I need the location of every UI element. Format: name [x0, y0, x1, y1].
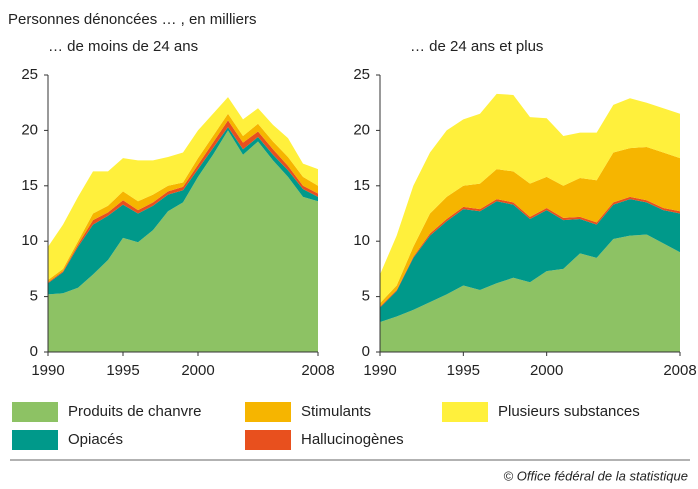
- y-tick-label: 25: [21, 66, 38, 83]
- legend-label: Hallucinogènes: [301, 431, 404, 448]
- panel-subtitle: … de 24 ans et plus: [410, 38, 543, 55]
- x-tick-label: 1990: [363, 362, 396, 379]
- y-tick-label: 15: [353, 177, 370, 194]
- y-tick-label: 20: [353, 121, 370, 138]
- y-tick-label: 15: [21, 177, 38, 194]
- area: [48, 130, 318, 352]
- area: [48, 97, 318, 280]
- area: [48, 127, 318, 295]
- legend-swatch: [442, 402, 488, 422]
- x-tick-label: 1995: [447, 362, 480, 379]
- source: © Office fédéral de la statistique: [504, 468, 688, 483]
- legend-swatch: [12, 402, 58, 422]
- y-tick-label: 25: [353, 66, 370, 83]
- legend-swatch: [12, 430, 58, 450]
- area: [380, 234, 680, 352]
- area: [380, 147, 680, 307]
- panel-subtitle: … de moins de 24 ans: [48, 38, 198, 55]
- y-tick-label: 20: [21, 121, 38, 138]
- legend-label: Plusieurs substances: [498, 403, 640, 420]
- x-tick-label: 1990: [31, 362, 64, 379]
- y-tick-label: 10: [353, 232, 370, 249]
- x-tick-label: 1995: [106, 362, 139, 379]
- legend-label: Produits de chanvre: [68, 403, 201, 420]
- area: [380, 199, 680, 323]
- y-tick-label: 0: [362, 343, 370, 360]
- legend-label: Stimulants: [301, 403, 371, 420]
- x-tick-label: 2000: [181, 362, 214, 379]
- y-tick-label: 10: [21, 232, 38, 249]
- x-tick-label: 2008: [663, 362, 696, 379]
- legend-swatch: [245, 402, 291, 422]
- y-tick-label: 0: [30, 343, 38, 360]
- legend-swatch: [245, 430, 291, 450]
- chart-title: Personnes dénoncées … , en milliers: [8, 11, 256, 28]
- y-tick-label: 5: [30, 288, 38, 305]
- y-tick-label: 5: [362, 288, 370, 305]
- legend-label: Opiacés: [68, 431, 123, 448]
- x-tick-label: 2008: [301, 362, 334, 379]
- x-tick-label: 2000: [530, 362, 563, 379]
- area: [380, 93, 680, 304]
